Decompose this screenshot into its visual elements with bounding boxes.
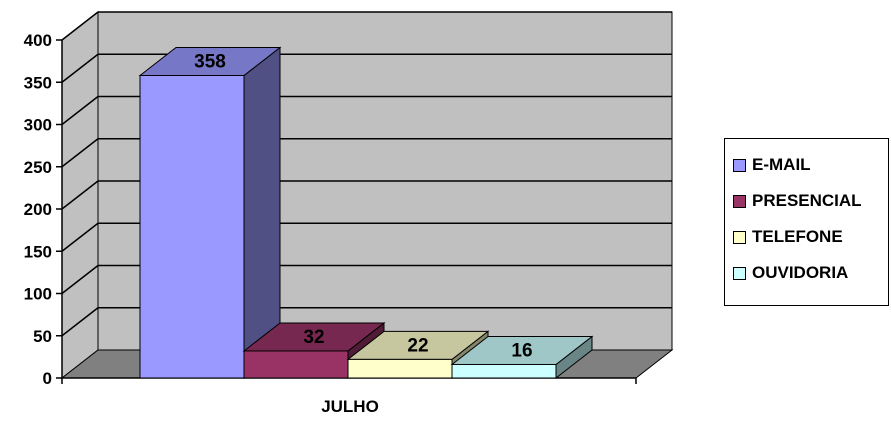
legend-swatch: [733, 158, 746, 172]
gridline-side: [61, 307, 99, 337]
y-tick-label: 150: [24, 242, 52, 261]
y-tick-label: 50: [33, 327, 52, 346]
gridline-side: [61, 11, 99, 41]
data-label-e-mail: 358: [194, 51, 226, 72]
y-tick-label: 300: [24, 116, 52, 135]
legend-label: TELEFONE: [752, 227, 843, 246]
bar-ouvidoria: [451, 363, 557, 379]
y-tick-label: 200: [24, 200, 52, 219]
legend: E-MAIL PRESENCIAL TELEFONE OUVIDORIA: [724, 138, 889, 306]
legend-swatch: [733, 266, 746, 280]
gridline-side: [61, 95, 99, 126]
gridline-side: [61, 264, 99, 295]
x-category-label: JULHO: [321, 397, 379, 416]
data-label-presencial: 32: [303, 327, 324, 348]
gridline-side: [61, 138, 99, 168]
legend-swatch: [733, 194, 746, 208]
legend-label: OUVIDORIA: [752, 263, 849, 282]
legend-label: E-MAIL: [752, 155, 811, 174]
legend-label: PRESENCIAL: [752, 191, 862, 210]
gridline-side: [61, 180, 99, 210]
y-tick-label: 400: [24, 31, 52, 50]
legend-item-ouvidoria: OUVIDORIA: [725, 255, 888, 291]
bar-e-mail: [139, 74, 245, 379]
legend-item-telefone: TELEFONE: [725, 219, 888, 255]
data-label-ouvidoria: 16: [511, 340, 532, 361]
gridline-side: [61, 222, 99, 252]
legend-item-presencial: PRESENCIAL: [725, 183, 888, 219]
legend-item-e-mail: E-MAIL: [725, 147, 888, 183]
y-tick-label: 100: [24, 285, 52, 304]
legend-swatch: [733, 230, 746, 244]
y-tick-label: 0: [43, 369, 52, 388]
data-label-telefone: 22: [407, 335, 428, 356]
bar-presencial: [243, 350, 349, 379]
y-tick-label: 250: [24, 158, 52, 177]
y-tick-label: 350: [24, 73, 52, 92]
gridline-side: [61, 53, 99, 83]
bar-telefone: [347, 358, 453, 379]
